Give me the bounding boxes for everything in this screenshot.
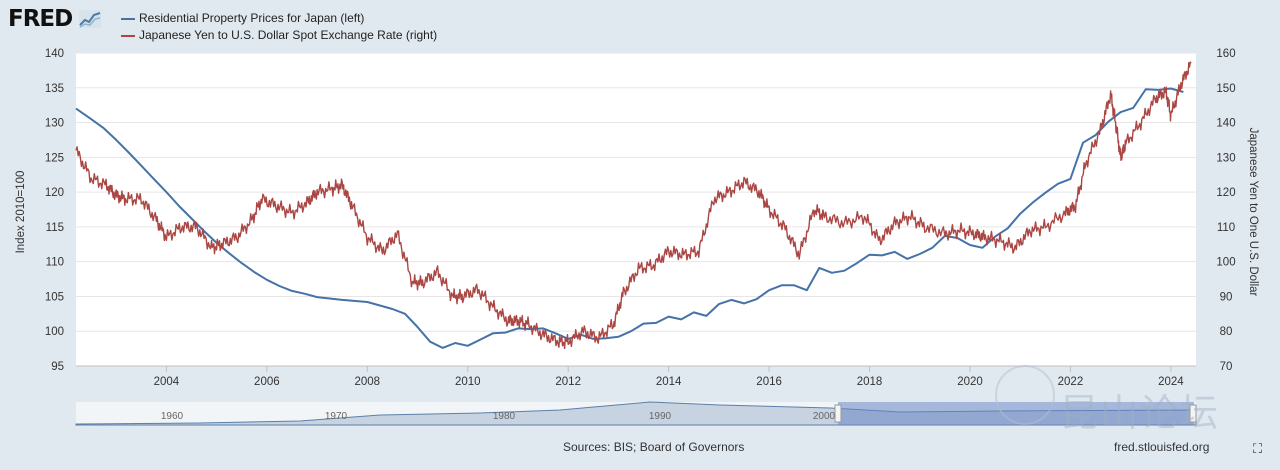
fred-url-link[interactable]: fred.stlouisfed.org bbox=[1114, 440, 1210, 454]
y-left-tick-label: 135 bbox=[45, 83, 64, 95]
x-axis: 2004 2006 2008 2010 2012 2014 2016 2018 2020 2022… bbox=[76, 365, 1196, 388]
series-line-exchange-rate[interactable] bbox=[75, 61, 1192, 350]
legend-item-property-prices[interactable]: Residential Property Prices for Japan (l… bbox=[121, 10, 437, 27]
navigator-label: 1960 bbox=[161, 411, 184, 422]
navigator-labels: 1960 1970 1980 1990 2000 bbox=[161, 411, 836, 422]
navigator-handle-left[interactable] bbox=[834, 404, 842, 423]
legend-swatch bbox=[121, 34, 135, 37]
navigator-label: 1970 bbox=[325, 411, 348, 422]
y-right-tick-label: 140 bbox=[1216, 118, 1235, 130]
y-left-tick-label: 95 bbox=[51, 361, 64, 373]
fullscreen-icon[interactable]: ⛶ bbox=[1253, 441, 1263, 456]
y-right-tick-label: 70 bbox=[1220, 361, 1233, 373]
y-right-tick-label: 80 bbox=[1220, 326, 1233, 338]
y-right-tick-label: 150 bbox=[1216, 83, 1235, 95]
watermark: 昆山论坛 bbox=[1060, 391, 1221, 435]
x-tick-label: 2014 bbox=[656, 376, 682, 388]
y-left-tick-label: 115 bbox=[46, 222, 64, 234]
x-tick-label: 2022 bbox=[1058, 376, 1084, 388]
y-right-tick-label: 120 bbox=[1216, 187, 1235, 199]
y-right-tick-label: 90 bbox=[1220, 291, 1233, 303]
navigator-label: 1990 bbox=[649, 411, 672, 422]
navigator-label: 1980 bbox=[493, 411, 516, 422]
watermark-emblem bbox=[995, 365, 1055, 425]
legend-label: Residential Property Prices for Japan (l… bbox=[139, 11, 365, 25]
y-axis-left: 95 100 105 110 115 120 125 130 135 140 bbox=[45, 48, 64, 373]
chart-legend: Residential Property Prices for Japan (l… bbox=[121, 10, 437, 44]
y-right-tick-label: 100 bbox=[1216, 257, 1235, 269]
y-left-tick-label: 105 bbox=[45, 291, 64, 303]
series-group bbox=[75, 61, 1192, 350]
legend-label: Japanese Yen to U.S. Dollar Spot Exchang… bbox=[139, 28, 438, 42]
x-tick-label: 2024 bbox=[1158, 376, 1184, 388]
x-tick-label: 2006 bbox=[254, 376, 280, 388]
y-right-tick-label: 130 bbox=[1216, 152, 1235, 164]
legend-swatch bbox=[121, 17, 135, 20]
y-left-tick-label: 120 bbox=[45, 187, 64, 199]
navigator-handle-right[interactable] bbox=[1189, 404, 1197, 423]
legend-item-exchange-rate[interactable]: Japanese Yen to U.S. Dollar Spot Exchang… bbox=[121, 27, 437, 44]
fred-logo[interactable]: FRED bbox=[8, 6, 102, 32]
x-tick-label: 2010 bbox=[455, 376, 481, 388]
y-right-tick-label: 110 bbox=[1217, 222, 1235, 234]
y-left-tick-label: 140 bbox=[45, 48, 64, 60]
y-axis-left-label: Index 2010=100 bbox=[15, 171, 27, 254]
x-tick-label: 2008 bbox=[355, 376, 381, 388]
y-left-tick-label: 125 bbox=[45, 152, 64, 164]
series-line-property-prices[interactable] bbox=[75, 87, 1184, 349]
sources-text: Sources: BIS; Board of Governors bbox=[563, 440, 745, 454]
x-tick-label: 2012 bbox=[555, 376, 581, 388]
logo-graph-icon bbox=[79, 10, 102, 28]
y-left-tick-label: 110 bbox=[46, 257, 64, 269]
y-axis-right-label: Japanese Yen to One U.S. Dollar bbox=[1247, 128, 1259, 297]
x-tick-label: 2020 bbox=[957, 376, 983, 388]
navigator-label: 2000 bbox=[813, 411, 836, 422]
plot-background bbox=[76, 53, 1196, 366]
y-axis-right: 70 80 90 100 110 120 130 140 150 160 bbox=[1216, 48, 1235, 373]
y-left-tick-label: 100 bbox=[45, 326, 64, 338]
y-left-tick-label: 130 bbox=[45, 118, 64, 130]
x-tick-label: 2016 bbox=[756, 376, 782, 388]
fred-logo-text: FRED bbox=[8, 6, 73, 32]
x-tick-label: 2004 bbox=[154, 376, 180, 388]
x-tick-label: 2018 bbox=[857, 376, 883, 388]
y-right-tick-label: 160 bbox=[1216, 48, 1235, 60]
